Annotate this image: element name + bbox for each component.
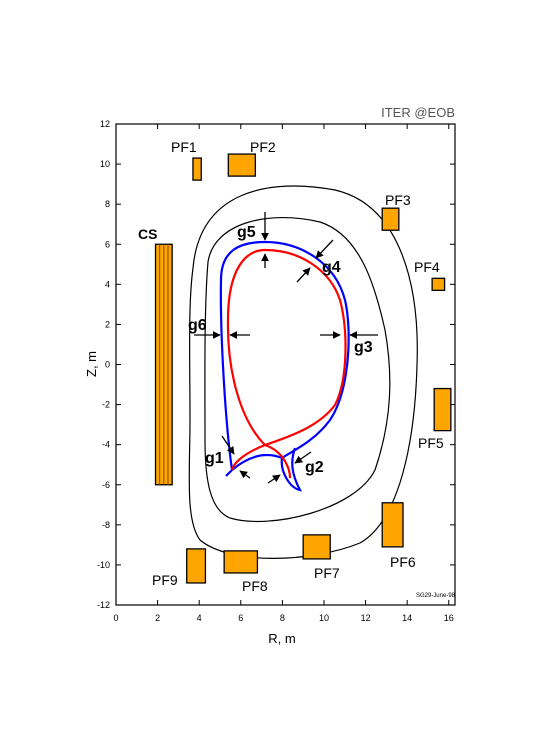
gap-label-g6: g6 (188, 317, 207, 334)
gap-label-g1: g1 (205, 450, 224, 467)
y-tick-label: 2 (105, 319, 110, 329)
x-axis-label: R, m (268, 631, 295, 646)
x-tick-label: 6 (238, 613, 243, 623)
diagram-title: ITER @EOB (381, 105, 455, 120)
x-tick-label: 2 (155, 613, 160, 623)
y-tick-label: 10 (100, 159, 110, 169)
coil-group (154, 153, 452, 584)
gap-arrow-g2-out (294, 451, 312, 464)
x-tick-label: 4 (197, 613, 202, 623)
y-axis-ticks: 12 10 8 6 4 2 0 -2 -4 -6 -8 -10 -12 (97, 119, 455, 610)
blue-separatrix (219, 240, 350, 492)
y-tick-label: 12 (100, 119, 110, 129)
gap-arrow-g2-in (267, 474, 281, 484)
coil-label-pf7: PF7 (314, 565, 340, 581)
gap-arrows (194, 212, 378, 484)
x-axis-ticks: 0 2 4 6 8 10 12 14 16 (113, 124, 454, 623)
y-tick-label: 4 (105, 279, 110, 289)
gap-arrow-g1-in (239, 470, 251, 479)
red-separatrix (226, 248, 347, 479)
coil-pf1 (192, 157, 202, 181)
gap-arrow-g4-in (296, 267, 311, 283)
gap-label-g5: g5 (237, 224, 256, 241)
inner-vessel-contour (204, 216, 391, 523)
x-tick-label: 16 (444, 613, 454, 623)
coil-label-pf9: PF9 (152, 572, 178, 588)
gap-arrow-g4-out (315, 239, 334, 259)
y-axis-label: Z, m (84, 351, 99, 377)
y-tick-label: -12 (97, 600, 110, 610)
x-tick-label: 14 (402, 613, 412, 623)
outer-vessel-contour (188, 185, 418, 559)
x-tick-label: 12 (361, 613, 371, 623)
coil-label-pf5: PF5 (418, 435, 444, 451)
coil-label-cs: CS (138, 226, 157, 242)
gap-label-g3: g3 (354, 339, 373, 356)
gap-label-g2: g2 (305, 459, 324, 476)
date-stamp: SG29-June-98 (416, 593, 456, 599)
gap-arrow-g1-out (221, 435, 235, 455)
coil-label-pf6: PF6 (390, 554, 416, 570)
coil-label-pf4: PF4 (414, 259, 440, 275)
x-tick-label: 8 (280, 613, 285, 623)
coil-label-pf1: PF1 (171, 139, 197, 155)
coil-pf6 (381, 502, 404, 548)
y-tick-label: -2 (102, 400, 110, 410)
y-tick-label: 0 (105, 360, 110, 370)
gap-label-g4: g4 (322, 259, 341, 276)
coil-pf5 (433, 387, 452, 432)
y-tick-label: 6 (105, 239, 110, 249)
coil-label-pf8: PF8 (242, 578, 268, 594)
coil-label-pf3: PF3 (385, 192, 411, 208)
coil-pf7 (302, 534, 331, 560)
y-tick-label: -10 (97, 560, 110, 570)
y-tick-label: -6 (102, 480, 110, 490)
coil-pf8 (223, 550, 259, 574)
y-tick-label: 8 (105, 199, 110, 209)
coil-pf3 (381, 207, 400, 231)
y-tick-label: -8 (102, 520, 110, 530)
y-tick-label: -4 (102, 440, 110, 450)
x-tick-label: 10 (319, 613, 329, 623)
coil-pf9 (186, 548, 207, 584)
coil-pf2 (227, 153, 256, 177)
x-tick-label: 0 (113, 613, 118, 623)
coil-label-pf2: PF2 (250, 139, 276, 155)
coil-pf4 (431, 277, 446, 291)
